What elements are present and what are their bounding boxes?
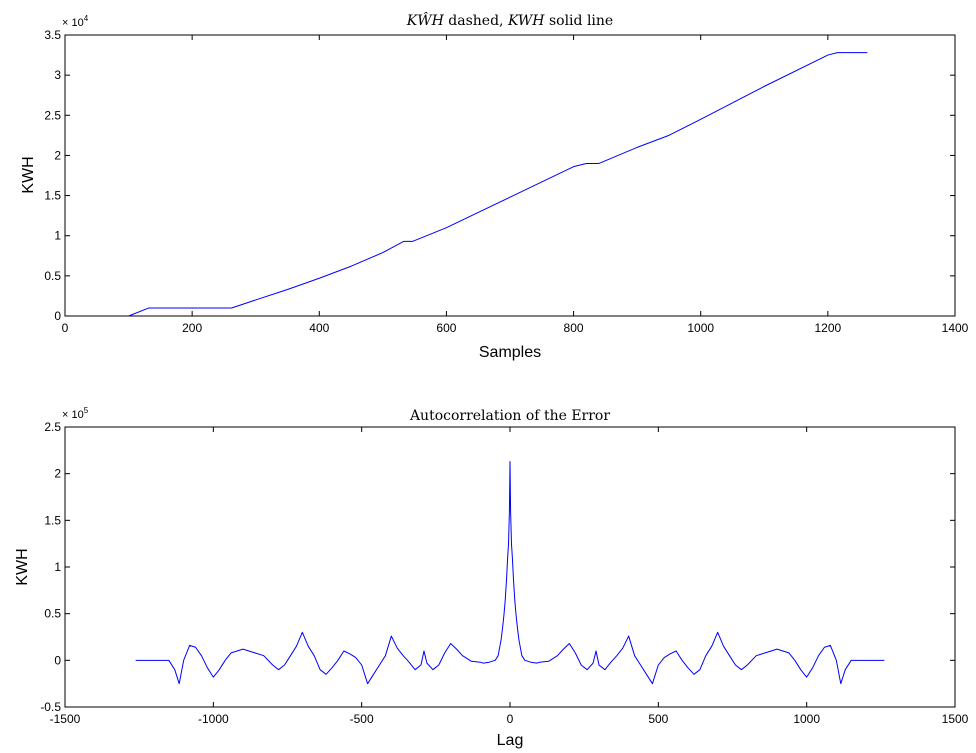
chart-bottom-y-ticks: -0.5 0 0.5 1 1.5 2 2.5 <box>40 420 955 714</box>
chart-top-y-tick-label: 2 <box>54 148 61 162</box>
chart-top-x-tick-label: 600 <box>436 321 456 335</box>
chart-top-y-tick-label: 0 <box>54 309 61 323</box>
chart-top-y-tick-label: 1.5 <box>44 189 61 203</box>
chart-bottom-y-tick-label: 0 <box>54 653 61 667</box>
chart-bottom-y-tick-label: 0.5 <box>44 607 61 621</box>
chart-top-y-tick-label: 1 <box>54 229 61 243</box>
chart-bottom-x-tick-label: 1500 <box>942 712 969 726</box>
chart-bottom-x-ticks: -1500 -1000 -500 0 500 1000 1500 <box>50 427 969 726</box>
chart-top: KŴH dashed, KWH solid line × 104 0 200 400… <box>20 11 969 361</box>
chart-bottom-x-tick-label: 0 <box>507 712 514 726</box>
chart-bottom-x-tick-label: 1000 <box>793 712 820 726</box>
chart-bottom-y-tick-label: -0.5 <box>40 700 61 714</box>
chart-bottom-x-tick-label: -500 <box>350 712 374 726</box>
chart-top-x-tick-label: 1400 <box>942 321 969 335</box>
chart-top-x-tick-label: 0 <box>62 321 69 335</box>
chart-top-x-ticks: 0 200 400 600 800 1000 1200 1400 <box>62 35 969 335</box>
chart-bottom-y-multiplier: × 105 <box>62 406 89 421</box>
chart-top-y-axis-label: KWH <box>20 156 37 193</box>
chart-top-y-multiplier: × 104 <box>62 14 89 29</box>
chart-top-x-tick-label: 1000 <box>687 321 714 335</box>
chart-bottom-x-tick-label: -1500 <box>50 712 81 726</box>
chart-bottom: Autocorrelation of the Error × 105 -1500… <box>14 406 969 749</box>
chart-bottom-y-tick-label: 2 <box>54 467 61 481</box>
chart-bottom-y-axis-label: KWH <box>14 548 31 585</box>
chart-bottom-series-line <box>135 461 885 685</box>
chart-bottom-x-axis-label: Lag <box>497 732 524 749</box>
chart-top-y-ticks: 0 0.5 1 1.5 2 2.5 3 3.5 <box>44 28 955 323</box>
chart-bottom-title: Autocorrelation of the Error <box>409 408 610 424</box>
chart-top-x-axis-label: Samples <box>479 344 541 361</box>
chart-top-y-tick-label: 3.5 <box>44 28 61 42</box>
chart-top-title: KŴH dashed, KWH solid line <box>406 11 613 29</box>
chart-top-x-tick-label: 200 <box>182 321 202 335</box>
chart-bottom-y-tick-label: 2.5 <box>44 420 61 434</box>
chart-top-x-tick-label: 1200 <box>815 321 842 335</box>
chart-bottom-y-tick-label: 1.5 <box>44 513 61 527</box>
chart-top-x-tick-label: 400 <box>309 321 329 335</box>
chart-top-x-tick-label: 800 <box>564 321 584 335</box>
chart-top-series-line <box>128 52 868 317</box>
chart-bottom-y-tick-label: 1 <box>54 560 61 574</box>
chart-top-plot-frame <box>64 34 956 317</box>
chart-top-y-tick-label: 0.5 <box>44 269 61 283</box>
chart-bottom-x-tick-label: 500 <box>648 712 668 726</box>
chart-top-y-tick-label: 3 <box>54 68 61 82</box>
chart-bottom-x-tick-label: -1000 <box>198 712 229 726</box>
chart-top-y-tick-label: 2.5 <box>44 108 61 122</box>
